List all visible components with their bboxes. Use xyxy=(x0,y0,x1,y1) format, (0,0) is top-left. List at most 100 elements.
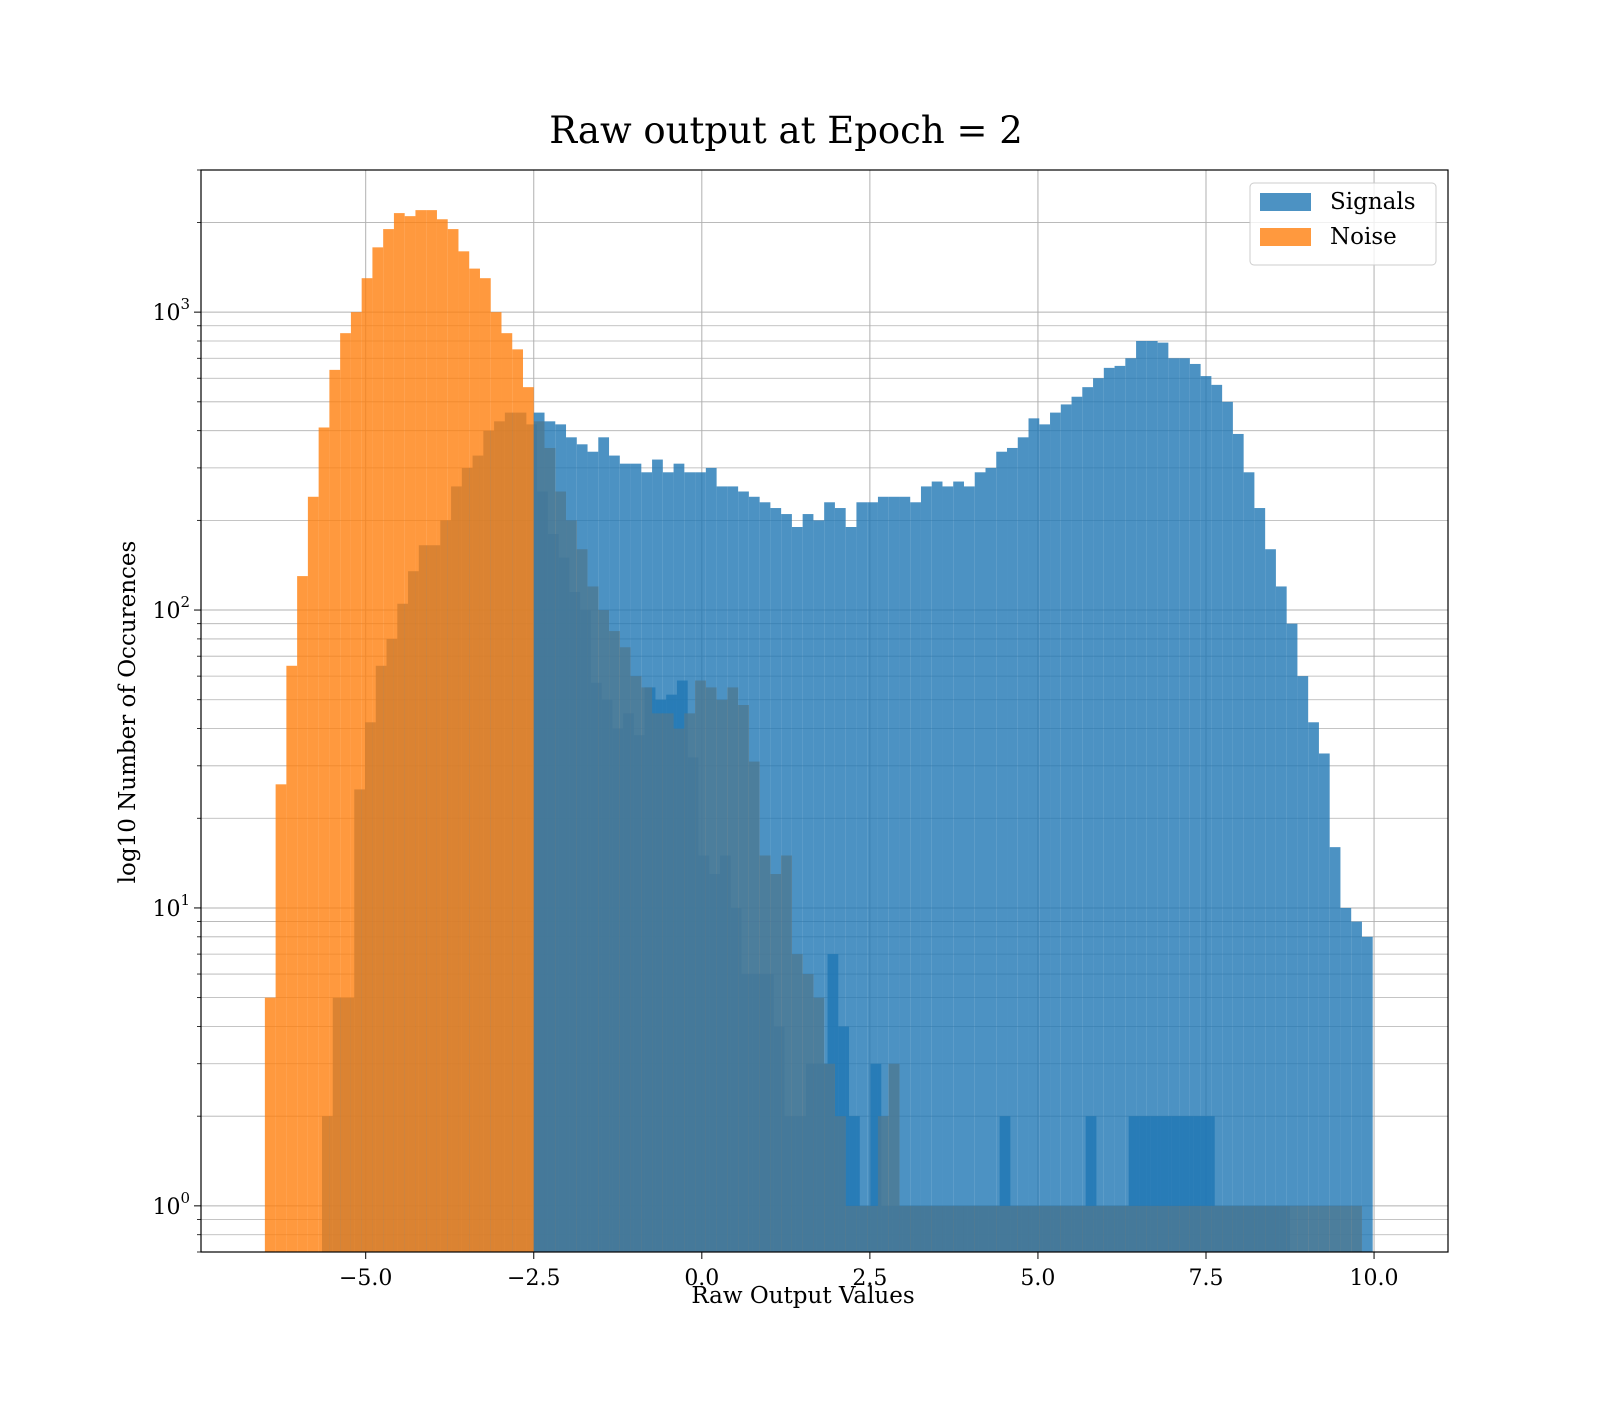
histogram-bar xyxy=(1329,847,1341,1252)
histogram-bar xyxy=(340,333,351,1252)
histogram-bar xyxy=(781,514,792,1252)
y-tick-label: 102 xyxy=(152,593,190,624)
histogram-bar xyxy=(533,412,545,1253)
y-tick-exponent: 2 xyxy=(180,593,190,611)
histogram-bar xyxy=(727,486,739,1252)
legend-swatch xyxy=(1260,193,1311,211)
histogram-bar xyxy=(587,451,599,1252)
x-axis-label: Raw Output Values xyxy=(691,1283,914,1309)
histogram-bar xyxy=(953,481,964,1252)
histogram-bar xyxy=(1361,936,1373,1252)
histogram-bar xyxy=(426,210,437,1253)
histogram-bar xyxy=(802,514,814,1252)
histogram-bar xyxy=(1060,404,1072,1252)
histogram-bar xyxy=(469,268,480,1252)
histogram-bar xyxy=(759,502,771,1252)
histogram-bar xyxy=(479,278,491,1252)
histogram-bar xyxy=(544,421,556,1253)
histogram-bar xyxy=(888,496,900,1252)
histogram-bars xyxy=(264,210,1373,1253)
histogram-bar xyxy=(996,451,1008,1252)
histogram-bar xyxy=(1232,433,1244,1253)
histogram-bar xyxy=(770,508,782,1252)
histogram-bar xyxy=(684,472,696,1252)
histogram-bar xyxy=(652,459,663,1252)
histogram-bar xyxy=(856,502,868,1252)
histogram-bar xyxy=(619,463,631,1252)
histogram-bar xyxy=(512,349,524,1252)
histogram-bar xyxy=(985,467,997,1252)
histogram-bar xyxy=(641,472,653,1252)
chart-title: Raw output at Epoch = 2 xyxy=(549,109,1023,152)
histogram-bar xyxy=(490,312,502,1252)
histogram-bar xyxy=(1071,396,1083,1252)
histogram-bar xyxy=(383,229,394,1252)
histogram-bar xyxy=(1275,586,1287,1252)
histogram-bar xyxy=(576,444,588,1253)
histogram-bar xyxy=(867,502,878,1252)
x-tick-label: 0.0 xyxy=(684,1266,719,1291)
x-tick-label: 2.5 xyxy=(852,1266,887,1291)
legend-label: Signals xyxy=(1330,189,1416,215)
histogram-bar xyxy=(1340,907,1352,1252)
y-tick-label: 101 xyxy=(152,891,190,922)
histogram-bar xyxy=(1265,549,1276,1252)
y-tick-base: 10 xyxy=(152,301,180,326)
y-tick-base: 10 xyxy=(152,1195,180,1220)
histogram-bar xyxy=(1308,722,1319,1252)
histogram-bar xyxy=(1297,676,1309,1252)
histogram-bar xyxy=(662,472,674,1252)
histogram-bar xyxy=(942,486,954,1252)
histogram-bar xyxy=(523,387,534,1252)
histogram-bar xyxy=(1093,378,1104,1253)
histogram-bar xyxy=(372,247,384,1252)
histogram-bar xyxy=(1050,412,1061,1253)
x-tick-label: 7.5 xyxy=(1188,1266,1223,1291)
histogram-bar xyxy=(415,210,427,1253)
histogram-bar xyxy=(1211,384,1223,1252)
histogram-bar xyxy=(716,486,728,1252)
histogram-bar xyxy=(877,496,889,1252)
histogram-bar xyxy=(1318,753,1330,1252)
histogram-bar xyxy=(1146,341,1158,1253)
histogram-bar xyxy=(1028,418,1040,1253)
histogram-bar xyxy=(963,486,975,1252)
histogram-bar xyxy=(501,333,513,1252)
legend: Signals Noise xyxy=(1249,182,1437,266)
histogram-bar xyxy=(447,229,459,1252)
histogram-bar xyxy=(1286,623,1298,1252)
y-tick-exponent: 3 xyxy=(180,295,190,313)
histogram-bar xyxy=(1136,341,1147,1253)
histogram-bar xyxy=(1103,367,1115,1253)
x-tick-label: 5.0 xyxy=(1020,1266,1055,1291)
histogram-bar xyxy=(1200,376,1212,1253)
histogram-bar xyxy=(845,527,857,1252)
histogram-bar xyxy=(1114,365,1126,1252)
x-tick-label: −5.0 xyxy=(339,1266,392,1291)
histogram-bar xyxy=(931,481,943,1252)
y-tick-exponent: 0 xyxy=(180,1189,190,1207)
legend-swatch xyxy=(1260,228,1311,246)
histogram-bar xyxy=(673,463,685,1252)
histogram-bar xyxy=(974,472,986,1252)
histogram-bar xyxy=(458,251,470,1252)
histogram-bar xyxy=(264,997,276,1252)
y-tick-label: 100 xyxy=(152,1189,190,1220)
histogram-bar xyxy=(436,219,448,1252)
legend-label: Noise xyxy=(1330,224,1397,250)
histogram-bar xyxy=(307,496,319,1252)
histogram-bar xyxy=(1039,424,1051,1252)
histogram-bar xyxy=(630,463,642,1252)
histogram-bar xyxy=(286,665,298,1252)
histogram-bar xyxy=(1157,342,1169,1253)
histogram-bar xyxy=(350,312,362,1252)
y-tick-label: 103 xyxy=(152,295,190,326)
histogram-bar xyxy=(738,491,749,1252)
histogram-bar xyxy=(1017,437,1029,1252)
histogram-bar xyxy=(813,520,825,1252)
histogram-bar xyxy=(1254,508,1266,1252)
histogram-bar xyxy=(1179,358,1190,1253)
histogram-bar xyxy=(275,784,287,1252)
